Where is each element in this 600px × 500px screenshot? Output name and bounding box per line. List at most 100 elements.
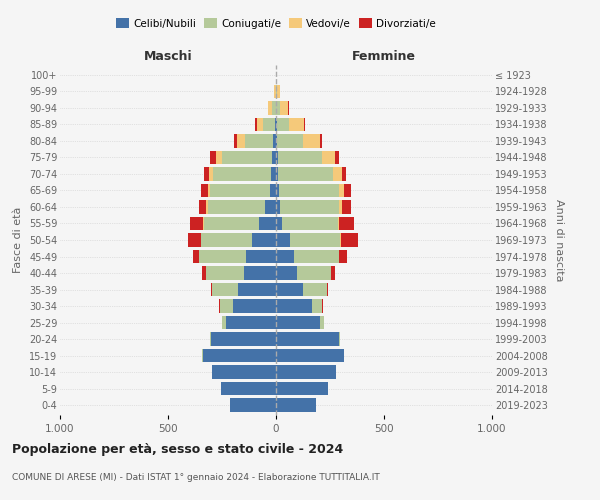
Bar (335, 150, 338, 164)
Bar (211, 283, 212, 296)
Bar (338, 184, 344, 197)
Bar (276, 200, 280, 214)
Bar (339, 216, 355, 230)
Bar (296, 266, 331, 280)
Bar (279, 184, 338, 197)
Bar (272, 101, 275, 114)
Text: COMUNE DI ARESE (MI) - Dati ISTAT 1° gennaio 2024 - Elaborazione TUTTITALIA.IT: COMUNE DI ARESE (MI) - Dati ISTAT 1° gen… (12, 472, 380, 482)
Legend: Celibi/Nubili, Coniugati/e, Vedovi/e, Divorziati/e: Celibi/Nubili, Coniugati/e, Vedovi/e, Di… (112, 14, 440, 33)
Bar (202, 266, 206, 280)
Bar (340, 233, 341, 247)
Bar (342, 167, 346, 180)
Bar (295, 250, 338, 264)
Bar (276, 250, 295, 264)
Bar (226, 316, 276, 330)
Bar (304, 118, 305, 131)
Bar (303, 283, 327, 296)
Bar (263, 118, 275, 131)
Bar (203, 349, 276, 362)
Bar (275, 118, 276, 131)
Bar (274, 84, 275, 98)
Bar (199, 200, 206, 214)
Bar (322, 300, 323, 313)
Bar (271, 167, 276, 180)
Bar (212, 366, 276, 379)
Bar (265, 200, 276, 214)
Bar (193, 250, 199, 264)
Bar (238, 283, 276, 296)
Bar (252, 233, 276, 247)
Bar (210, 150, 215, 164)
Bar (344, 184, 350, 197)
Bar (276, 266, 296, 280)
Bar (237, 134, 245, 147)
Bar (311, 300, 322, 313)
Bar (276, 84, 277, 98)
Bar (277, 84, 280, 98)
Bar (230, 398, 276, 412)
Bar (276, 118, 277, 131)
Bar (276, 382, 328, 396)
Bar (221, 382, 276, 396)
Bar (277, 101, 280, 114)
Bar (206, 266, 244, 280)
Bar (342, 200, 350, 214)
Bar (201, 233, 202, 247)
Bar (222, 150, 272, 164)
Bar (202, 184, 208, 197)
Bar (208, 184, 210, 197)
Bar (320, 316, 323, 330)
Bar (276, 316, 320, 330)
Bar (276, 167, 278, 180)
Bar (338, 332, 340, 346)
Bar (203, 167, 209, 180)
Bar (322, 150, 335, 164)
Bar (280, 200, 338, 214)
Bar (276, 134, 277, 147)
Text: Femmine: Femmine (352, 50, 416, 62)
Bar (212, 283, 238, 296)
Bar (341, 233, 358, 247)
Bar (280, 101, 289, 114)
Bar (338, 200, 342, 214)
Bar (268, 101, 272, 114)
Bar (303, 134, 320, 147)
Bar (327, 283, 328, 296)
Bar (215, 150, 222, 164)
Bar (331, 266, 335, 280)
Bar (278, 167, 333, 180)
Bar (278, 150, 322, 164)
Bar (188, 233, 201, 247)
Bar (244, 266, 276, 280)
Bar (222, 316, 226, 330)
Bar (338, 250, 339, 264)
Bar (190, 216, 203, 230)
Bar (257, 118, 263, 131)
Bar (276, 349, 344, 362)
Bar (276, 300, 311, 313)
Bar (272, 150, 276, 164)
Bar (276, 366, 337, 379)
Bar (219, 300, 220, 313)
Y-axis label: Anni di nascita: Anni di nascita (554, 198, 565, 281)
Bar (214, 167, 271, 180)
Bar (290, 233, 340, 247)
Bar (289, 118, 304, 131)
Bar (256, 118, 257, 131)
Bar (210, 332, 211, 346)
Bar (203, 216, 259, 230)
Bar (273, 134, 276, 147)
Bar (338, 216, 339, 230)
Bar (276, 150, 278, 164)
Bar (259, 216, 276, 230)
Bar (202, 233, 252, 247)
Bar (276, 216, 283, 230)
Bar (276, 184, 279, 197)
Bar (211, 332, 276, 346)
Bar (269, 184, 276, 197)
Bar (208, 200, 265, 214)
Bar (283, 216, 338, 230)
Bar (276, 283, 303, 296)
Bar (234, 134, 237, 147)
Bar (220, 300, 233, 313)
